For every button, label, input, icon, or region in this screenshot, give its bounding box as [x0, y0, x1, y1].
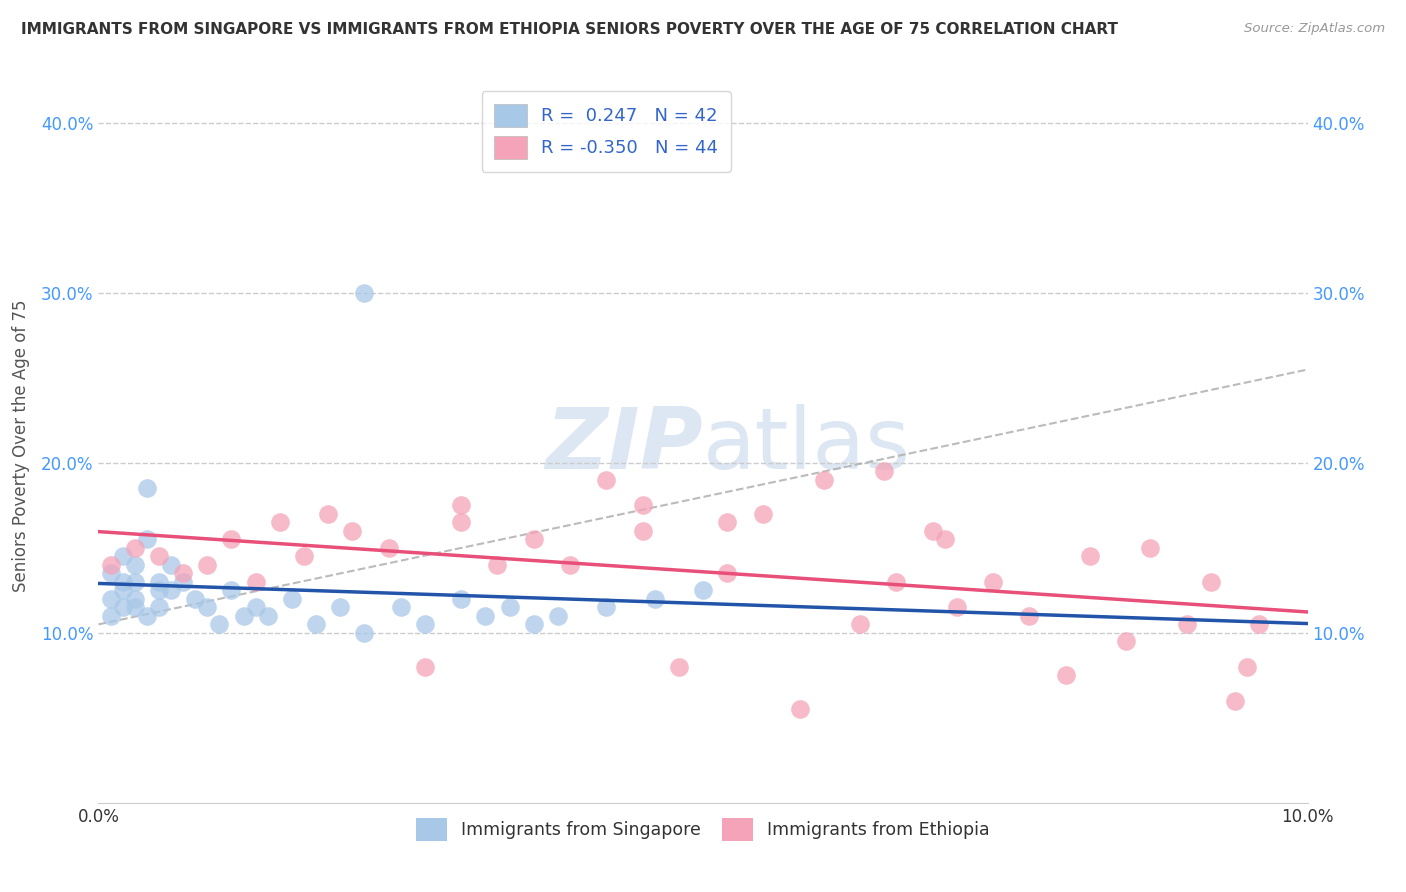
Text: atlas: atlas	[703, 404, 911, 488]
Point	[316, 507, 339, 521]
Legend: Immigrants from Singapore, Immigrants from Ethiopia: Immigrants from Singapore, Immigrants fr…	[409, 812, 997, 847]
Y-axis label: Seniors Poverty Over the Age of 75: Seniors Poverty Over the Age of 75	[11, 300, 30, 592]
Point	[716, 516, 738, 530]
Point	[342, 524, 364, 538]
Point	[595, 600, 617, 615]
Point	[595, 473, 617, 487]
Text: Source: ZipAtlas.com: Source: ZipAtlas.com	[1244, 22, 1385, 36]
Point	[389, 600, 412, 615]
Point	[135, 533, 157, 547]
Point	[377, 541, 399, 555]
Point	[813, 473, 835, 487]
Point	[245, 574, 267, 589]
Point	[172, 574, 194, 589]
Point	[100, 566, 122, 581]
Point	[523, 533, 546, 547]
Point	[668, 660, 690, 674]
Point	[148, 583, 170, 598]
Point	[498, 600, 520, 615]
Point	[921, 524, 943, 538]
Point	[1236, 660, 1258, 674]
Point	[160, 583, 183, 598]
Point	[716, 566, 738, 581]
Point	[558, 558, 581, 572]
Point	[474, 608, 496, 623]
Point	[124, 558, 146, 572]
Point	[221, 533, 243, 547]
Point	[100, 608, 122, 623]
Point	[1175, 617, 1198, 632]
Point	[329, 600, 352, 615]
Point	[631, 524, 654, 538]
Point	[692, 583, 714, 598]
Text: IMMIGRANTS FROM SINGAPORE VS IMMIGRANTS FROM ETHIOPIA SENIORS POVERTY OVER THE A: IMMIGRANTS FROM SINGAPORE VS IMMIGRANTS …	[21, 22, 1118, 37]
Point	[752, 507, 775, 521]
Point	[413, 660, 436, 674]
Point	[135, 482, 157, 496]
Point	[1223, 694, 1246, 708]
Text: ZIP: ZIP	[546, 404, 703, 488]
Point	[111, 583, 134, 598]
Point	[195, 600, 218, 615]
Point	[1199, 574, 1222, 589]
Point	[111, 549, 134, 564]
Point	[631, 499, 654, 513]
Point	[1139, 541, 1161, 555]
Point	[450, 516, 472, 530]
Point	[160, 558, 183, 572]
Point	[1018, 608, 1040, 623]
Point	[413, 617, 436, 632]
Point	[1249, 617, 1271, 632]
Point	[353, 626, 375, 640]
Point	[148, 600, 170, 615]
Point	[124, 541, 146, 555]
Point	[232, 608, 254, 623]
Point	[547, 608, 569, 623]
Point	[148, 574, 170, 589]
Point	[450, 499, 472, 513]
Point	[292, 549, 315, 564]
Point	[148, 549, 170, 564]
Point	[221, 583, 243, 598]
Point	[256, 608, 278, 623]
Point	[644, 591, 666, 606]
Point	[208, 617, 231, 632]
Point	[873, 465, 896, 479]
Point	[934, 533, 956, 547]
Point	[886, 574, 908, 589]
Point	[281, 591, 304, 606]
Point	[1054, 668, 1077, 682]
Point	[184, 591, 207, 606]
Point	[305, 617, 328, 632]
Point	[789, 702, 811, 716]
Point	[450, 591, 472, 606]
Point	[946, 600, 969, 615]
Point	[111, 574, 134, 589]
Point	[353, 286, 375, 301]
Point	[124, 600, 146, 615]
Point	[124, 574, 146, 589]
Point	[100, 591, 122, 606]
Point	[124, 591, 146, 606]
Point	[100, 558, 122, 572]
Point	[111, 600, 134, 615]
Point	[1078, 549, 1101, 564]
Point	[269, 516, 291, 530]
Point	[849, 617, 872, 632]
Point	[523, 617, 546, 632]
Point	[981, 574, 1004, 589]
Point	[486, 558, 509, 572]
Point	[135, 608, 157, 623]
Point	[172, 566, 194, 581]
Point	[245, 600, 267, 615]
Point	[1115, 634, 1137, 648]
Point	[195, 558, 218, 572]
